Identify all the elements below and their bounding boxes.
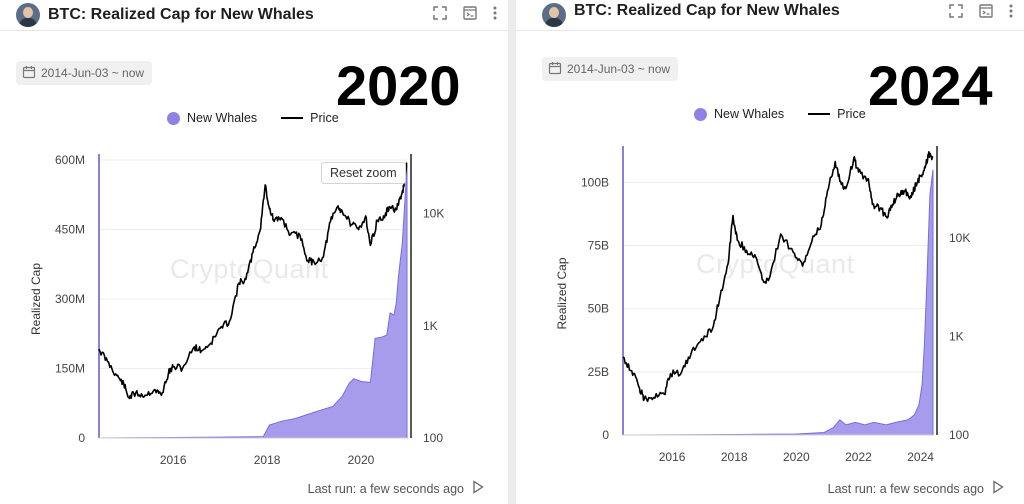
y-tick-label: 100B — [581, 175, 609, 189]
chart-legend: New Whales Price — [694, 107, 866, 121]
last-run-label: Last run: a few seconds ago — [307, 481, 464, 496]
date-range-label: 2014-Jun-03 ~ now — [41, 66, 145, 80]
more-options-icon[interactable] — [492, 5, 498, 21]
x-tick-label: 2024 — [907, 450, 934, 464]
series-area-new-whales — [622, 169, 934, 436]
legend-swatch-price — [281, 117, 304, 119]
x-tick-label: 2018 — [254, 453, 281, 467]
legend-item-price[interactable]: Price — [808, 107, 866, 121]
series-line-price — [622, 151, 934, 403]
y-tick-label: 0 — [78, 431, 85, 445]
chart-plot-2024: 0 25B 50B 75B 100B 100 1K 10K 2016 2018 2020 2022 20… — [555, 146, 970, 464]
legend-swatch-price — [808, 113, 831, 115]
series-area-new-whales — [98, 164, 408, 439]
calendar-icon — [22, 65, 36, 82]
last-run-label: Last run: a few seconds ago — [827, 481, 984, 496]
fullscreen-icon[interactable] — [432, 5, 448, 21]
panel-header: BTC: Realized Cap for New Whales — [0, 0, 508, 31]
play-icon[interactable] — [472, 480, 484, 497]
y2-tick-label: 100 — [949, 428, 969, 442]
y2-tick-label: 10K — [949, 231, 970, 245]
x-tick-label: 2018 — [721, 450, 748, 464]
avatar[interactable] — [16, 3, 40, 27]
y-axis-title: Realized Cap — [29, 263, 43, 335]
year-overlay-label: 2024 — [868, 54, 993, 117]
chart-plot-2020: 0 150M 300M 450M 600M 100 1K 10K 2016 2018 2020 Rea… — [29, 153, 444, 467]
legend-item-new-whales[interactable]: New Whales — [694, 107, 784, 121]
y-tick-label: 300M — [55, 292, 85, 306]
panel-header: BTC: Realized Cap for New Whales — [516, 0, 1024, 31]
x-tick-label: 2022 — [845, 450, 872, 464]
last-run-bar: Last run: a few seconds ago — [828, 480, 1004, 497]
x-tick-label: 2016 — [160, 453, 187, 467]
legend-item-price[interactable]: Price — [281, 111, 339, 125]
terminal-icon[interactable] — [462, 5, 478, 21]
fullscreen-icon[interactable] — [948, 3, 964, 19]
year-overlay-label: 2020 — [336, 54, 461, 117]
calendar-icon — [548, 61, 562, 78]
y-tick-label: 25B — [588, 365, 609, 379]
y-tick-label: 75B — [588, 238, 609, 252]
y-axis-title: Realized Cap — [555, 257, 569, 329]
terminal-icon[interactable] — [978, 3, 994, 19]
y-tick-label: 0 — [602, 428, 609, 442]
series-line-price — [98, 162, 408, 400]
y2-tick-label: 1K — [423, 319, 438, 333]
chart-legend: New Whales Price — [167, 111, 339, 125]
legend-label-price: Price — [837, 107, 866, 121]
chart-title: BTC: Realized Cap for New Whales — [574, 2, 840, 19]
y2-tick-label: 10K — [423, 207, 444, 221]
legend-label-price: Price — [310, 111, 339, 125]
x-tick-label: 2020 — [348, 453, 375, 467]
more-options-icon[interactable] — [1008, 3, 1014, 19]
x-tick-label: 2020 — [783, 450, 810, 464]
legend-swatch-new-whales — [694, 107, 707, 121]
legend-label-new-whales: New Whales — [187, 111, 258, 125]
chart-title: BTC: Realized Cap for New Whales — [48, 6, 314, 23]
avatar[interactable] — [542, 3, 566, 27]
date-range-label: 2014-Jun-03 ~ now — [567, 62, 671, 76]
y-tick-label: 450M — [55, 223, 85, 237]
y2-tick-label: 100 — [423, 431, 443, 445]
date-range-chip[interactable]: 2014-Jun-03 ~ now — [542, 57, 679, 81]
x-tick-label: 2016 — [659, 450, 686, 464]
date-range-chip[interactable]: 2014-Jun-03 ~ now — [16, 61, 153, 85]
legend-item-new-whales[interactable]: New Whales — [167, 111, 257, 125]
chart-panel-2024: BTC: Realized Cap for New Whales 2014-Ju… — [516, 0, 1024, 504]
y-tick-label: 150M — [55, 362, 85, 376]
reset-zoom-button[interactable]: Reset zoom — [321, 162, 406, 184]
last-run-bar: Last run: a few seconds ago — [308, 480, 484, 497]
y-tick-label: 50B — [588, 302, 609, 316]
legend-label-new-whales: New Whales — [714, 107, 785, 121]
legend-swatch-new-whales — [167, 111, 180, 125]
chart-panel-2020: BTC: Realized Cap for New Whales 2014-Ju… — [0, 0, 508, 504]
play-icon[interactable] — [992, 480, 1004, 497]
y-tick-label: 600M — [55, 153, 85, 167]
y2-tick-label: 1K — [949, 330, 964, 344]
